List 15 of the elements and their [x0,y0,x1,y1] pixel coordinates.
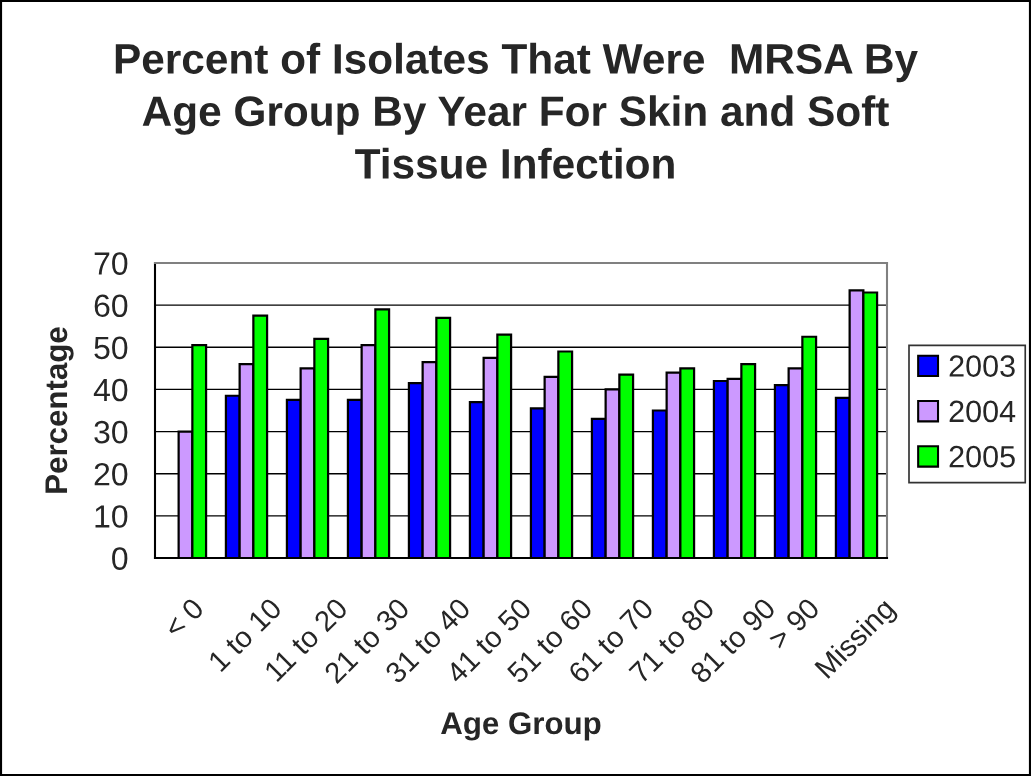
x-tick-label: < 0 [162,596,205,639]
y-tick-label: 40 [93,378,128,402]
y-tick-label: 20 [94,462,128,486]
y-tick-label: 50 [94,336,128,360]
chart-title: Percent of Isolates That Were MRSA By Age Group By Year For Skin and Soft Tissue Infection [115,42,918,179]
y-tick-label: 10 [95,505,128,528]
y-axis-title: Percentage [45,327,74,493]
legend-label: 2004 [949,400,1016,423]
x-axis-title: Age Group [441,712,601,741]
y-tick-label: 30 [94,420,128,444]
legend-label: 2003 [949,355,1015,377]
y-tick-label: 70 [94,252,128,275]
y-tick-label: 60 [94,294,128,318]
legend-label: 2005 [949,445,1015,468]
y-tick-label: 0 [112,547,128,570]
